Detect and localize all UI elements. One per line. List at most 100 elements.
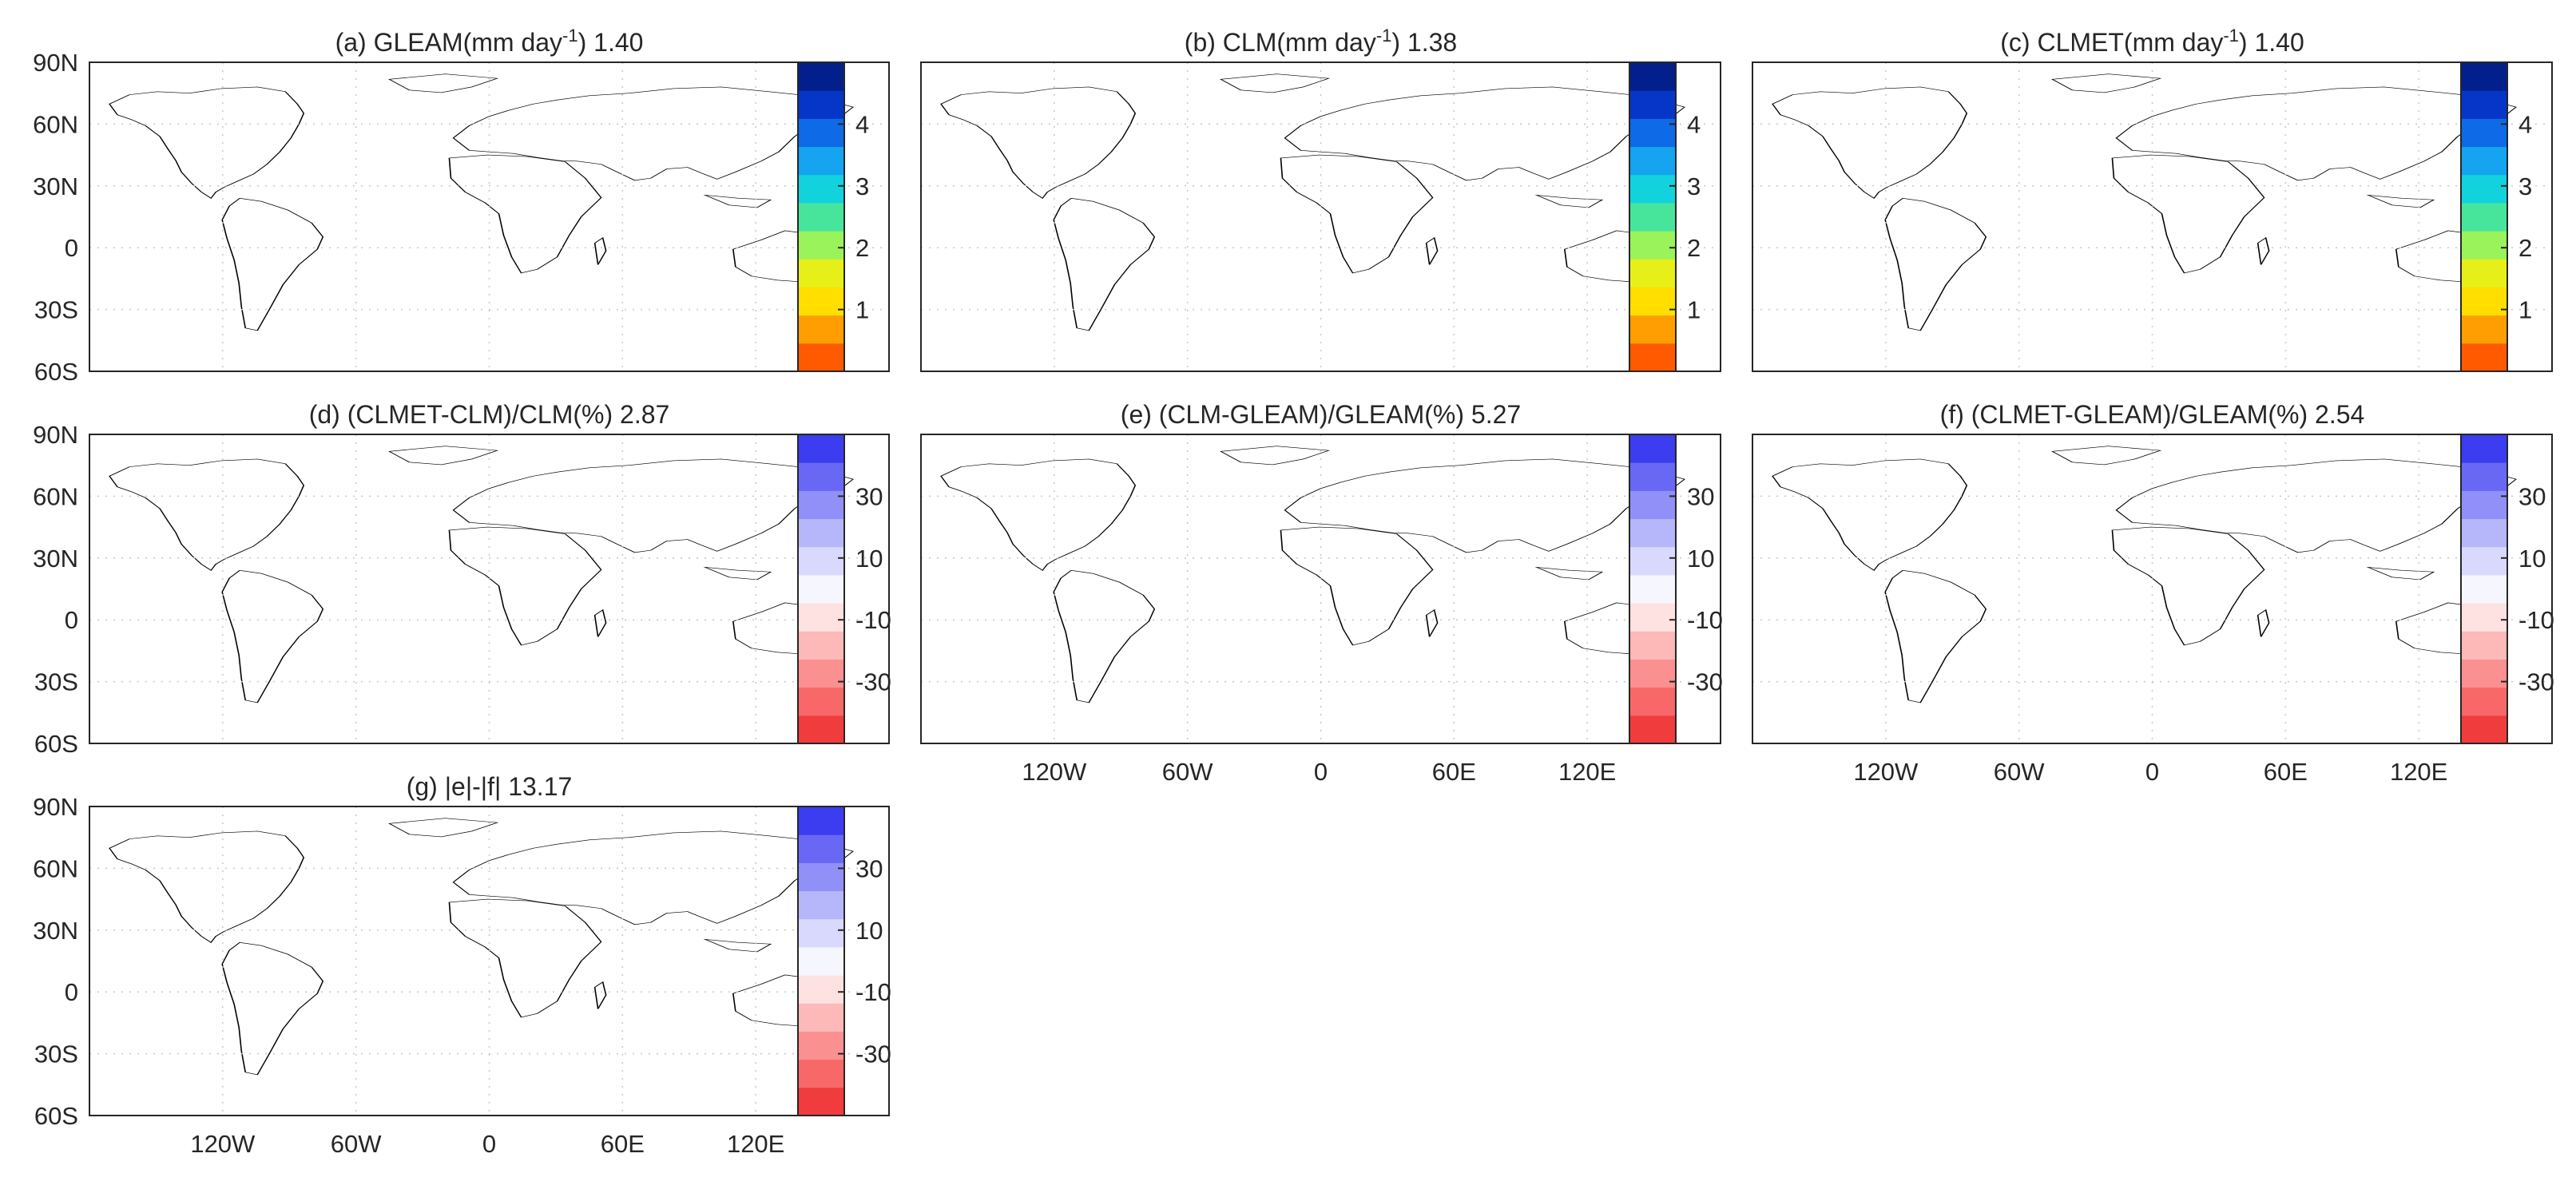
lon-tick-label: 60E (2264, 758, 2308, 786)
colorbar-segment (2461, 62, 2507, 91)
colorbar-segment (2461, 90, 2507, 119)
colorbar-tick-label: 30 (2518, 482, 2546, 510)
colorbar: 30 10 -10 -30 (2460, 434, 2554, 744)
colorbar-tick-label: 1 (855, 296, 869, 324)
title-superscript: -1 (562, 26, 578, 46)
lat-tick-label: 90N (33, 421, 78, 449)
colorbar-tick-label: 10 (2518, 545, 2546, 573)
colorbar-segment (2461, 434, 2507, 463)
title-main: (e) (CLM-GLEAM)/GLEAM(%) 5.27 (1121, 400, 1521, 429)
colorbar-tick-label: -30 (855, 1040, 891, 1068)
colorbar-tick-label: 30 (1687, 482, 1714, 510)
colorbar-segment (798, 1003, 844, 1032)
map-frame (1752, 434, 2553, 744)
colorbar-segment (1629, 259, 1676, 287)
colorbar-tick-label: -10 (1687, 606, 1723, 634)
colorbar-segment (798, 659, 844, 688)
lon-tick-label: 60W (1162, 758, 1213, 786)
panel-g-title: (g) |e|-|f| 13.17 (407, 772, 573, 801)
colorbar-segment (798, 1031, 844, 1060)
colorbar-segment (1629, 603, 1676, 632)
colorbar-segment (798, 287, 844, 316)
colorbar: 1 2 3 4 (797, 61, 869, 372)
panel-a-title: (a) GLEAM(mm day-1) 1.40 (335, 26, 644, 57)
colorbar-tick-label: 1 (1687, 296, 1701, 324)
lon-tick-label: 120W (1853, 758, 1919, 786)
colorbar-segment (798, 603, 844, 632)
colorbar-segment (1629, 546, 1676, 576)
map-background (1752, 434, 2552, 743)
colorbar-segment (798, 62, 844, 91)
colorbar-segment (798, 834, 844, 863)
colorbar-segment (1629, 174, 1676, 204)
colorbar-segment (2461, 259, 2507, 287)
colorbar: 30 10 -10 -30 (797, 806, 891, 1116)
title-main: (a) GLEAM(mm day (335, 28, 562, 57)
colorbar-segment (2461, 631, 2507, 660)
colorbar-segment (2461, 687, 2507, 716)
lon-tick-label: 60W (331, 1130, 382, 1158)
map-background (89, 62, 889, 371)
colorbar-tick-label: 3 (2518, 172, 2532, 200)
lat-tick-label: 60N (33, 110, 78, 138)
map-background (921, 62, 1721, 371)
colorbar-segment (798, 631, 844, 660)
colorbar-segment (798, 343, 844, 372)
colorbar-segment (2461, 287, 2507, 316)
map-frame (920, 434, 1721, 744)
colorbar-segment (798, 546, 844, 576)
colorbar-segment (798, 715, 844, 744)
lon-tick-label: 120W (190, 1130, 256, 1158)
colorbar-segment (798, 807, 844, 835)
lat-tick-label: 60S (34, 730, 78, 758)
colorbar-segment (2461, 174, 2507, 204)
colorbar-tick-label: 10 (855, 545, 883, 573)
colorbar-segment (798, 462, 844, 491)
lon-tick-label: 0 (482, 1130, 496, 1158)
lat-tick-label: 0 (65, 234, 78, 262)
colorbar-segment (1629, 315, 1676, 344)
colorbar-segment (798, 315, 844, 344)
colorbar-segment (798, 687, 844, 716)
map-frame (89, 434, 890, 744)
colorbar-segment (798, 946, 844, 976)
colorbar-segment (798, 146, 844, 176)
panel-b-title: (b) CLM(mm day-1) 1.38 (1185, 26, 1457, 57)
lat-tick-label: 30N (33, 172, 78, 200)
panel-b: (b) CLM(mm day-1) 1.38 1 2 3 4 (921, 26, 1721, 372)
colorbar-segment (798, 90, 844, 119)
panel-c: (c) CLMET(mm day-1) 1.40 1 2 3 4 (1752, 26, 2552, 372)
colorbar-segment (2461, 146, 2507, 176)
colorbar-segment (798, 174, 844, 204)
colorbar-segment (798, 1087, 844, 1116)
lon-tick-label: 0 (1314, 758, 1328, 786)
colorbar-segment (2461, 118, 2507, 148)
colorbar-segment (1629, 518, 1676, 548)
colorbar-segment (2461, 574, 2507, 604)
map-background (1752, 62, 2552, 371)
map-frame (1752, 61, 2553, 372)
gridlines (1752, 434, 2552, 743)
colorbar-segment (2461, 715, 2507, 744)
lon-tick-label: 120W (1022, 758, 1087, 786)
colorbar-segment (2461, 490, 2507, 520)
colorbar-segment (2461, 659, 2507, 688)
colorbar-segment (1629, 574, 1676, 604)
colorbar-tick-label: 2 (1687, 234, 1701, 262)
panel-c-title: (c) CLMET(mm day-1) 1.40 (2000, 26, 2304, 57)
colorbar-tick-label: 30 (855, 854, 883, 882)
colorbar-segment (1629, 490, 1676, 520)
gridlines (89, 62, 889, 371)
colorbar: 1 2 3 4 (2460, 61, 2532, 372)
map-background (921, 434, 1721, 743)
colorbar-segment (1629, 434, 1676, 463)
lon-tick-label: 0 (2145, 758, 2159, 786)
colorbar-segment (1629, 659, 1676, 688)
colorbar-segment (1629, 715, 1676, 744)
gridlines (89, 434, 889, 743)
lat-tick-label: 0 (65, 978, 78, 1006)
lat-tick-label: 60S (34, 1102, 78, 1130)
colorbar-segment (798, 1059, 844, 1088)
map-frame (89, 61, 890, 372)
colorbar-tick-label: 3 (855, 172, 869, 200)
